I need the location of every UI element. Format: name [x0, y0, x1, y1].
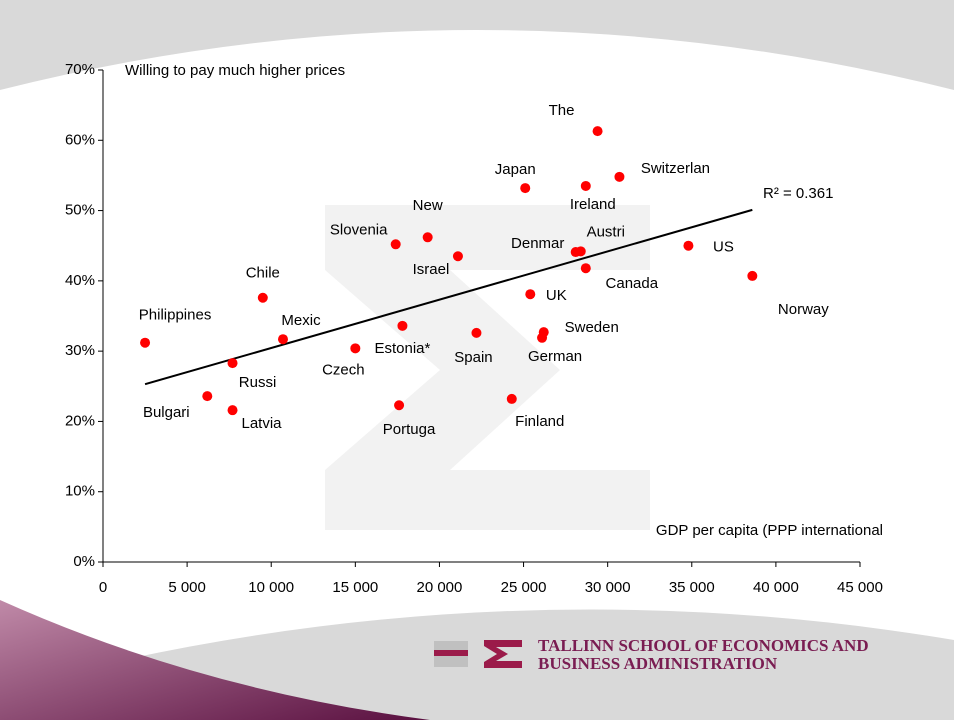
point: [580, 180, 591, 191]
x-tick-label: 15 000: [332, 579, 378, 596]
point-label: Denmar: [511, 235, 564, 252]
point-label: Finland: [515, 413, 564, 430]
point: [202, 391, 213, 402]
point: [614, 171, 625, 182]
point-label: Russi: [239, 374, 277, 391]
y-tick-label: 50%: [65, 202, 95, 219]
point-label: New: [413, 197, 443, 214]
y-tick-label: 70%: [65, 61, 95, 78]
point-label: Mexic: [281, 312, 321, 329]
point: [350, 343, 361, 354]
point-label: Norway: [778, 301, 829, 318]
point-label: Portuga: [383, 421, 436, 438]
y-tick-label: 10%: [65, 483, 95, 500]
x-tick-label: 0: [99, 579, 107, 596]
logo: [434, 640, 522, 668]
point-label: Latvia: [242, 415, 283, 432]
point: [257, 292, 268, 303]
point: [683, 240, 694, 251]
point: [227, 405, 238, 416]
point-label: UK: [546, 287, 567, 304]
point-label: The: [549, 102, 575, 119]
point: [471, 327, 482, 338]
point: [277, 334, 288, 345]
x-tick-label: 5 000: [168, 579, 206, 596]
point: [452, 251, 463, 262]
point: [506, 393, 517, 404]
point-label: Bulgari: [143, 404, 190, 421]
point: [422, 232, 433, 243]
point: [747, 270, 758, 281]
point-label: Slovenia: [330, 221, 388, 238]
logo-sigma: [484, 640, 522, 668]
y-tick-label: 30%: [65, 342, 95, 359]
point-label: Canada: [606, 275, 659, 292]
point-label: Chile: [246, 265, 280, 282]
point-label: Ireland: [570, 196, 616, 213]
point: [520, 183, 531, 194]
point-label: Estonia*: [374, 340, 430, 357]
point: [394, 400, 405, 411]
point-label: Israel: [413, 261, 450, 278]
x-tick-label: 10 000: [248, 579, 294, 596]
trendline: [144, 208, 753, 386]
point: [390, 239, 401, 250]
point: [580, 263, 591, 274]
y-tick-label: 40%: [65, 272, 95, 289]
point-label: Spain: [454, 349, 492, 366]
point-label: Philippines: [139, 307, 212, 324]
point-label: Japan: [495, 161, 536, 178]
x-tick-label: 25 000: [501, 579, 547, 596]
corner-decoration: [0, 600, 430, 720]
point: [525, 289, 536, 300]
y-tick-label: 60%: [65, 131, 95, 148]
point: [537, 332, 548, 343]
watermark: [325, 205, 650, 530]
y-axis-label: Willing to pay much higher prices: [125, 62, 345, 79]
point: [140, 337, 151, 348]
point-label: US: [713, 239, 734, 256]
point: [592, 126, 603, 137]
y-tick-label: 0%: [73, 553, 95, 570]
y-tick-label: 20%: [65, 412, 95, 429]
x-tick-label: 40 000: [753, 579, 799, 596]
logo-stripe: [434, 650, 468, 656]
point-label: Austri: [587, 223, 625, 240]
x-tick-label: 30 000: [585, 579, 631, 596]
point: [575, 246, 586, 257]
x-tick-label: 20 000: [416, 579, 462, 596]
annotation: R² = 0.361: [763, 185, 833, 202]
x-tick-label: 35 000: [669, 579, 715, 596]
point-label: Czech: [322, 361, 365, 378]
footer-line: TALLINN SCHOOL OF ECONOMICS AND: [538, 636, 869, 655]
x-tick-label: 45 000: [837, 579, 883, 596]
point-label: Switzerlan: [641, 160, 710, 177]
point-label: Sweden: [565, 319, 619, 336]
point: [227, 358, 238, 369]
point: [397, 320, 408, 331]
x-axis-label: GDP per capita (PPP international: [656, 522, 883, 539]
footer-line: BUSINESS ADMINISTRATION: [538, 654, 778, 673]
point-label: German: [528, 348, 582, 365]
